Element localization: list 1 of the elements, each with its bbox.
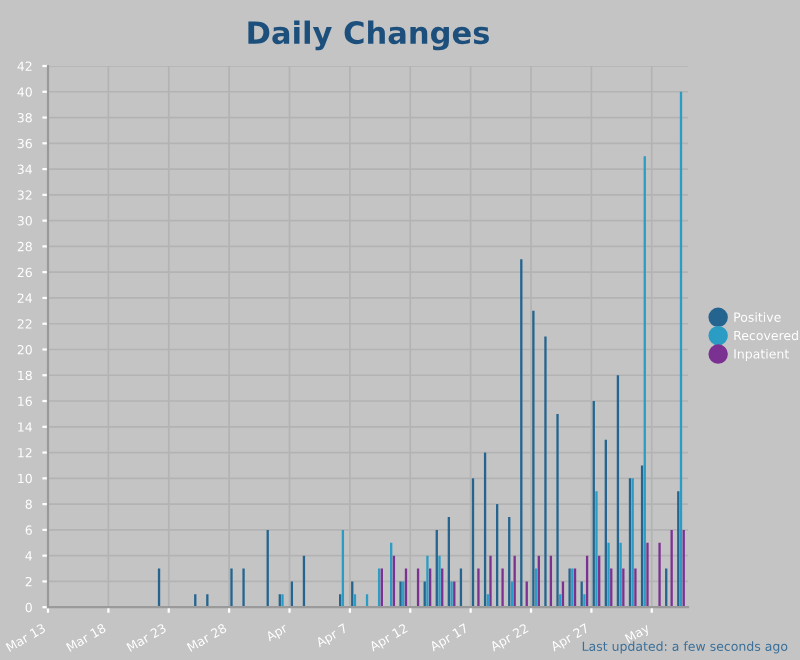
chart-title: Daily Changes <box>248 20 489 51</box>
